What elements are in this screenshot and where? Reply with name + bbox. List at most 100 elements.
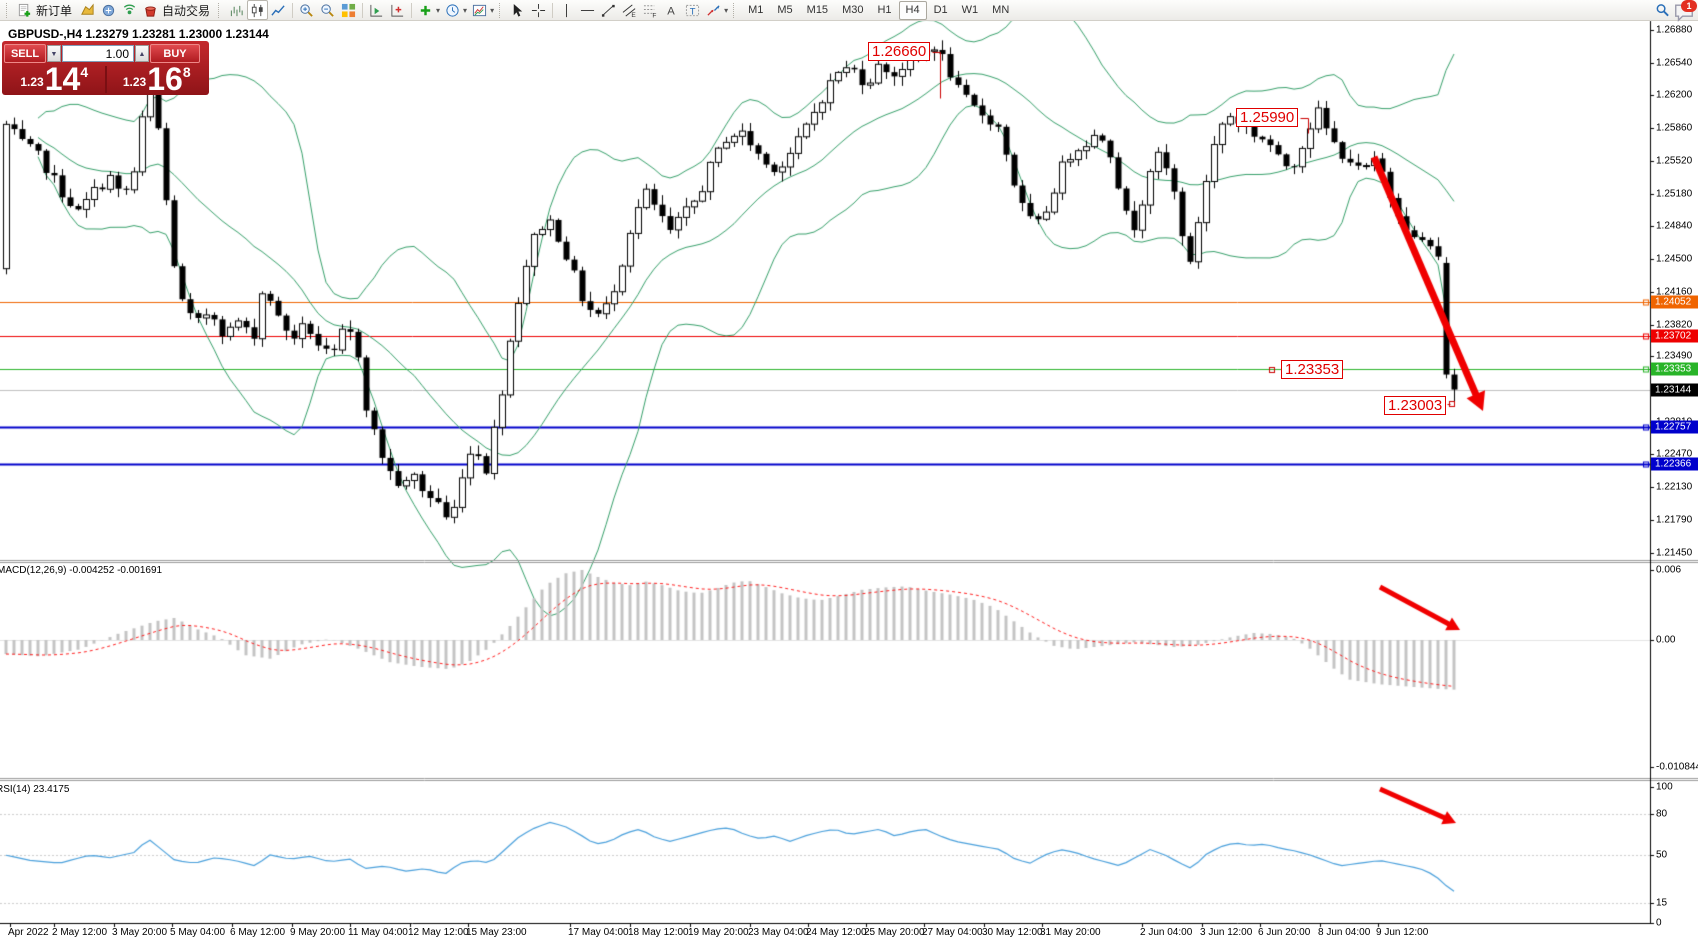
new-order-label[interactable]: 新订单 [36,3,73,18]
chat-icon[interactable]: 1 [1673,0,1697,22]
timeframe-button-w1[interactable]: W1 [961,3,979,16]
line-chart-icon[interactable] [268,0,289,20]
auto-trading-label[interactable]: 自动交易 [162,3,211,18]
time-axis-label: 11 May 04:00 [348,927,408,938]
time-axis-label: 30 May 12:00 [982,927,1043,938]
volume-decrease-button[interactable]: ▼ [47,45,61,62]
price-badge: 1.23702 [1651,329,1698,343]
buy-price[interactable]: 1.23 16 8 [107,63,208,95]
svg-text:F: F [652,12,656,17]
toolbar: 新订单 自动交易 ▾ ▾ ▾ E F A T ▾ M1 M5 M15 M30 H1 H4 D1 W1 MN 1 [0,0,1698,22]
time-axis-label: 31 May 20:00 [1040,927,1101,938]
timeframe-button-m15[interactable]: M15 [806,3,829,16]
price-badge: 1.24052 [1651,295,1698,309]
chart-shift-icon[interactable] [387,0,408,20]
dropdown-arrow-icon[interactable]: ▾ [463,5,468,15]
time-axis-label: 6 Jun 20:00 [1258,927,1311,938]
horizontal-line-icon[interactable] [577,0,598,20]
timeframe-button-h4[interactable]: H4 [898,0,927,20]
arrow-objects-icon[interactable] [703,0,724,20]
signals-icon[interactable] [119,0,140,20]
auto-scroll-icon[interactable] [366,0,387,20]
price-callout[interactable]: 1.26660 [868,42,931,61]
price-axis-tick: 1.21450 [1656,547,1693,559]
timeframe-button-mn[interactable]: MN [992,3,1010,16]
volume-input[interactable] [62,45,134,62]
equidistant-channel-icon[interactable]: E [619,0,640,20]
price-callout[interactable]: 1.23353 [1281,360,1344,379]
time-axis-label: 12 May 12:00 [408,927,469,938]
periods-icon[interactable] [442,0,463,20]
timeframe-button-m5[interactable]: M5 [777,3,793,16]
price-axis-tick: 1.22470 [1656,448,1693,460]
price-callout[interactable]: 1.23003 [1384,396,1447,415]
market-icon[interactable] [98,0,119,20]
indicators-icon[interactable] [415,0,436,20]
search-icon[interactable] [1652,0,1673,20]
time-axis-label: 19 May 20:00 [688,927,749,938]
price-axis-tick: 1.22130 [1656,481,1693,493]
toolbar-separator [411,2,413,18]
toolbar-grip [733,2,737,18]
sell-price[interactable]: 1.23 14 4 [4,61,105,97]
time-axis-label: 2 Jun 04:00 [1140,927,1193,938]
price-axis-tick: 1.25180 [1656,188,1693,200]
trendline-icon[interactable] [598,0,619,20]
time-axis-label: 6 May 12:00 [230,927,286,938]
dropdown-arrow-icon[interactable]: ▾ [490,5,495,15]
strategy-tester-icon[interactable] [77,0,98,20]
rsi-axis-tick: 100 [1656,781,1673,793]
volume-increase-button[interactable]: ▲ [135,45,149,62]
one-click-trading-panel: SELL ▼ ▲ BUY 1.23 14 4 1.23 16 8 [2,41,209,95]
candlestick-chart-icon[interactable] [247,0,269,20]
toolbar-grip [499,2,503,18]
time-axis-label: 23 May 04:00 [748,927,809,938]
price-badge: 1.23353 [1651,362,1698,376]
price-callout[interactable]: 1.25990 [1236,108,1299,127]
price-badge: 1.22757 [1651,420,1698,434]
time-axis-label: 3 May 20:00 [112,927,168,938]
macd-label: MACD(12,26,9) -0.004252 -0.001691 [0,565,163,576]
buy-button[interactable]: BUY [150,44,200,63]
toolbar-separator [362,2,364,18]
buy-price-base: 1.23 [122,75,147,89]
sell-button[interactable]: SELL [4,44,46,63]
price-axis-tick: 1.24500 [1656,253,1693,265]
cursor-icon[interactable] [507,0,528,20]
text-icon[interactable]: A [661,0,682,20]
timeframe-button-m30[interactable]: M30 [842,3,864,16]
svg-text:T: T [690,6,696,16]
price-axis-tick: 1.26540 [1656,57,1693,69]
timeframe-button-d1[interactable]: D1 [933,3,948,16]
time-axis-label: 24 May 12:00 [806,927,867,938]
zoom-in-icon[interactable] [296,0,317,20]
toolbar-grip [218,2,222,18]
price-axis-tick: 1.25860 [1656,122,1693,134]
dropdown-arrow-icon[interactable]: ▾ [436,5,441,15]
crosshair-icon[interactable] [528,0,549,20]
vertical-line-icon[interactable] [556,0,577,20]
text-label-icon[interactable]: T [682,0,703,20]
timeframe-button-h1[interactable]: H1 [877,3,892,16]
dropdown-arrow-icon[interactable]: ▾ [724,5,729,15]
price-axis-tick: 1.23820 [1656,319,1693,330]
zoom-out-icon[interactable] [317,0,338,20]
new-order-icon[interactable] [14,0,35,20]
price-axis-tick: 1.26880 [1656,24,1693,36]
macd-axis-tick: 0.00 [1656,634,1676,646]
notification-badge: 1 [1681,0,1697,12]
timeframe-button-m1[interactable]: M1 [748,3,764,16]
rsi-axis-tick: 50 [1656,849,1668,861]
sell-price-big: 14 [44,61,81,97]
sell-price-sup: 4 [80,64,89,80]
time-axis-label: 15 May 23:00 [466,927,527,938]
time-axis-label: 18 May 12:00 [628,927,689,938]
fibonacci-icon[interactable]: F [640,0,661,20]
price-badge: 1.23144 [1651,383,1698,397]
bar-chart-icon[interactable] [226,0,247,20]
templates-icon[interactable] [469,0,490,20]
rsi-axis-tick: 0 [1656,917,1662,929]
tile-windows-icon[interactable] [338,0,359,20]
auto-trading-icon[interactable] [140,0,161,20]
